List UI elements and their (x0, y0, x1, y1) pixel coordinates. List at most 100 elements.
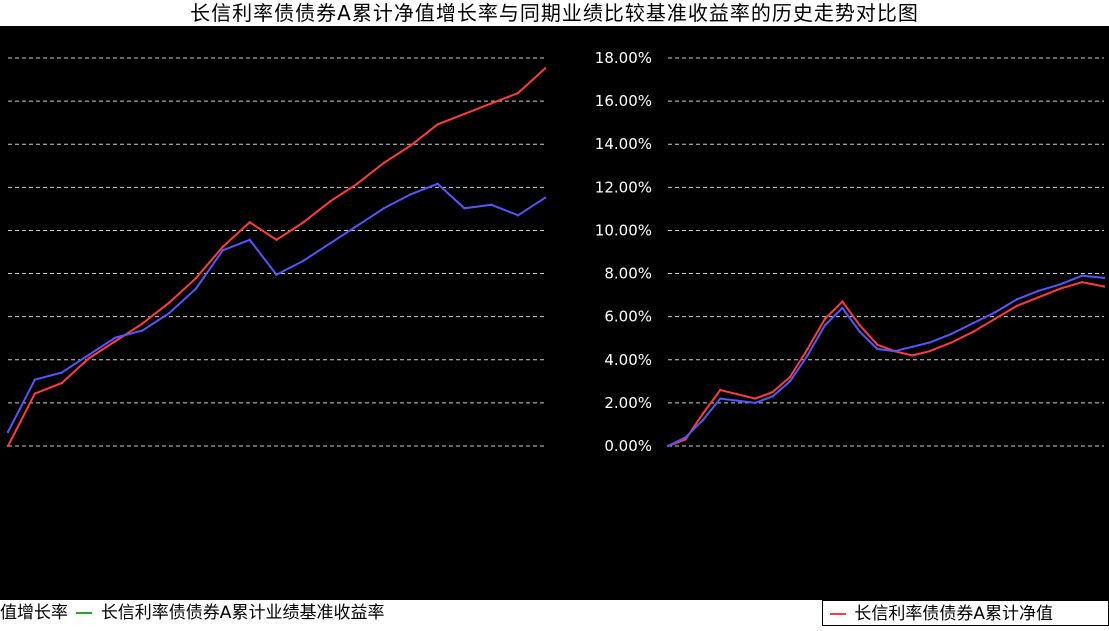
data-point (60, 371, 63, 374)
data-point (167, 311, 171, 315)
data-point (701, 412, 705, 415)
data-point (823, 324, 827, 327)
data-point (490, 203, 493, 207)
series-line (667, 281, 1105, 447)
data-point (736, 399, 739, 402)
data-point (754, 401, 757, 405)
data-point (355, 224, 359, 227)
data-point (1059, 287, 1062, 290)
legend-swatch-benchmark (76, 612, 93, 614)
data-point (141, 329, 144, 332)
legend-swatch-nav (830, 613, 846, 615)
data-point (1015, 298, 1018, 301)
data-point (719, 397, 722, 400)
data-point (114, 339, 117, 343)
data-point (841, 300, 844, 303)
data-point (1081, 280, 1084, 284)
data-point (114, 336, 117, 339)
data-point (771, 390, 774, 394)
data-point (876, 343, 879, 346)
data-point (1102, 276, 1106, 280)
data-point (6, 444, 10, 448)
data-point (302, 221, 305, 224)
data-point (972, 321, 975, 325)
data-point (543, 196, 547, 200)
series-line (667, 274, 1105, 447)
data-point (221, 245, 224, 248)
data-point (972, 330, 975, 333)
data-point (1037, 289, 1040, 292)
data-point (87, 357, 90, 360)
data-point (666, 444, 670, 448)
data-point (382, 161, 386, 165)
data-point (436, 182, 439, 186)
data-point (1015, 304, 1018, 308)
data-point (950, 341, 953, 344)
data-point (516, 91, 520, 95)
data-point (221, 249, 224, 252)
data-point (490, 102, 493, 105)
chart-background (0, 26, 1109, 600)
data-point (60, 381, 63, 385)
data-point (382, 207, 386, 210)
data-point (355, 182, 359, 186)
legend-left-label: 长信利率债债券A累计业绩基准收益率 (100, 603, 385, 623)
data-point (993, 317, 997, 321)
data-point (248, 221, 251, 224)
legend-right-label: 长信利率债债券A累计净值 (854, 604, 1054, 624)
data-point (167, 301, 171, 304)
data-point (275, 273, 278, 276)
data-point (302, 259, 305, 262)
y-tick-label: 6.00% (604, 308, 652, 326)
data-point (950, 332, 953, 336)
y-tick-label: 4.00% (604, 351, 652, 369)
y-tick-label: 16.00% (595, 92, 652, 110)
data-point (684, 436, 687, 439)
data-point (736, 393, 739, 396)
data-point (910, 354, 914, 357)
data-point (436, 123, 439, 126)
data-point (893, 349, 896, 353)
data-point (719, 388, 722, 392)
y-tick-label: 12.00% (595, 178, 652, 196)
data-point (543, 67, 547, 70)
legend-left-prefix: 值增长率 (0, 603, 68, 623)
data-point (194, 287, 198, 290)
data-point (858, 330, 862, 333)
data-point (1059, 283, 1062, 286)
data-point (248, 238, 251, 241)
data-point (701, 418, 705, 422)
data-point (33, 392, 37, 395)
data-point (1081, 274, 1084, 277)
data-point (516, 214, 520, 217)
y-tick-label: 18.00% (595, 49, 652, 67)
y-tick-label: 10.00% (595, 221, 652, 239)
data-point (806, 347, 809, 351)
data-point (1102, 285, 1106, 288)
data-point (928, 341, 931, 344)
chart-title: 长信利率债债券A累计净值增长率与同期业绩比较基准收益率的历史走势对比图 (190, 1, 919, 25)
data-point (993, 311, 997, 314)
data-point (463, 112, 466, 116)
data-point (841, 306, 844, 310)
data-point (910, 345, 914, 349)
y-tick-label: 0.00% (604, 437, 652, 455)
data-point (754, 397, 757, 400)
data-point (1037, 296, 1040, 299)
chart-canvas: 0.00% 2.00% 4.00% 6.00% 8.00% 10.00% 12.00% 14.… (0, 26, 1109, 600)
data-point (33, 378, 37, 381)
data-point (87, 353, 90, 357)
data-point (141, 322, 144, 325)
data-point (876, 347, 879, 351)
data-point (771, 395, 774, 398)
data-point (806, 354, 809, 357)
y-tick-label: 2.00% (604, 394, 652, 412)
legend-right: 长信利率债债券A累计净值 (822, 600, 1109, 626)
data-point (823, 317, 827, 321)
data-point (409, 144, 412, 147)
data-point (928, 349, 931, 353)
data-point (788, 380, 792, 383)
data-point (194, 277, 198, 280)
y-tick-label: 14.00% (595, 135, 652, 153)
data-point (6, 430, 10, 434)
